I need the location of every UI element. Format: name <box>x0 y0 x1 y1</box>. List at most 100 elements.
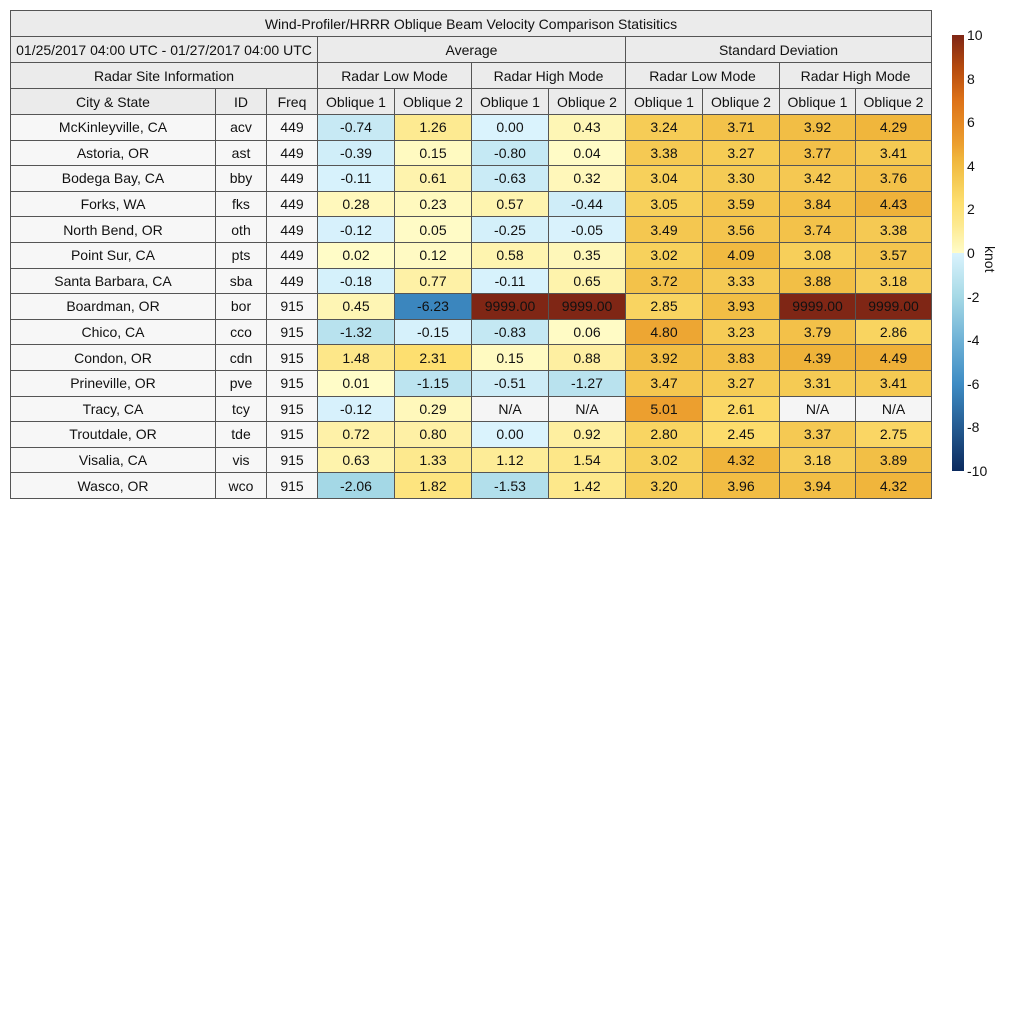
value-cell: 3.02 <box>625 446 703 474</box>
value-cell: 0.57 <box>471 190 549 218</box>
value-cell: 0.00 <box>471 421 549 448</box>
value-cell: 0.88 <box>548 344 626 371</box>
value-cell: 0.12 <box>394 241 472 269</box>
group-average: Average <box>317 36 626 63</box>
value-cell: 3.38 <box>625 139 703 167</box>
value-cell: 0.35 <box>548 241 626 269</box>
column-header: Oblique 1 <box>471 88 549 115</box>
value-cell: 0.92 <box>548 421 626 448</box>
site-id-cell: fks <box>215 190 267 218</box>
value-cell: 0.61 <box>394 165 472 192</box>
value-cell: 3.27 <box>702 139 780 167</box>
value-cell: 3.93 <box>702 293 780 320</box>
value-cell: 3.92 <box>779 114 856 141</box>
value-cell: 4.49 <box>855 344 932 371</box>
mode-header: Radar High Mode <box>779 62 932 89</box>
value-cell: N/A <box>779 395 856 423</box>
value-cell: 5.01 <box>625 395 703 423</box>
value-cell: 3.41 <box>855 139 932 167</box>
table-row: Santa Barbara, CA sba 449 -0.18 0.77 -0.11 0.6… <box>10 267 932 295</box>
value-cell: 3.33 <box>702 267 780 295</box>
site-freq-cell: 449 <box>266 216 318 243</box>
colorbar-tick-label: -4 <box>967 332 980 349</box>
colorbar <box>952 35 964 471</box>
value-cell: 2.75 <box>855 421 932 448</box>
value-cell: 3.76 <box>855 165 932 192</box>
value-cell: 4.43 <box>855 190 932 218</box>
column-header: Oblique 1 <box>625 88 703 115</box>
site-city-cell: Visalia, CA <box>10 446 216 474</box>
value-cell: 0.15 <box>394 139 472 167</box>
value-cell: 0.32 <box>548 165 626 192</box>
value-cell: 3.83 <box>702 344 780 371</box>
value-cell: 3.71 <box>702 114 780 141</box>
value-cell: 0.65 <box>548 267 626 295</box>
site-freq-cell: 449 <box>266 190 318 218</box>
value-cell: -0.51 <box>471 369 549 397</box>
value-cell: 3.23 <box>702 318 780 346</box>
value-cell: 3.47 <box>625 369 703 397</box>
value-cell: 1.82 <box>394 472 472 499</box>
value-cell: 0.72 <box>317 421 395 448</box>
value-cell: -0.18 <box>317 267 395 295</box>
value-cell: 1.12 <box>471 446 549 474</box>
statistics-table: Wind-Profiler/HRRR Oblique Beam Velocity… <box>10 10 932 499</box>
site-freq-cell: 449 <box>266 165 318 192</box>
site-city-cell: Wasco, OR <box>10 472 216 499</box>
site-freq-cell: 915 <box>266 369 318 397</box>
site-id-cell: pts <box>215 241 267 269</box>
site-id-cell: sba <box>215 267 267 295</box>
value-cell: 3.30 <box>702 165 780 192</box>
value-cell: 3.24 <box>625 114 703 141</box>
value-cell: 0.77 <box>394 267 472 295</box>
value-cell: 3.41 <box>855 369 932 397</box>
value-cell: 4.09 <box>702 241 780 269</box>
value-cell: 3.02 <box>625 241 703 269</box>
value-cell: 0.02 <box>317 241 395 269</box>
value-cell: 2.85 <box>625 293 703 320</box>
value-cell: N/A <box>855 395 932 423</box>
value-cell: 3.38 <box>855 216 932 243</box>
column-header: Oblique 1 <box>317 88 395 115</box>
value-cell: 3.88 <box>779 267 856 295</box>
column-header: Oblique 2 <box>702 88 780 115</box>
site-id-cell: cdn <box>215 344 267 371</box>
mode-header: Radar Low Mode <box>317 62 472 89</box>
table-row: Chico, CA cco 915 -1.32 -0.15 -0.83 0.06 4.80 3.… <box>10 318 932 346</box>
value-cell: 2.86 <box>855 318 932 346</box>
value-cell: 1.26 <box>394 114 472 141</box>
table-row: McKinleyville, CA acv 449 -0.74 1.26 0.00 0.43… <box>10 114 932 141</box>
column-header: Oblique 2 <box>394 88 472 115</box>
site-freq-cell: 915 <box>266 344 318 371</box>
value-cell: 3.20 <box>625 472 703 499</box>
column-header: City & State <box>10 88 216 115</box>
column-header: ID <box>215 88 267 115</box>
site-freq-cell: 915 <box>266 318 318 346</box>
value-cell: 0.05 <box>394 216 472 243</box>
table-row: Visalia, CA vis 915 0.63 1.33 1.12 1.54 3.02 4.3… <box>10 446 932 474</box>
site-id-cell: bor <box>215 293 267 320</box>
site-freq-cell: 915 <box>266 421 318 448</box>
value-cell: 3.49 <box>625 216 703 243</box>
value-cell: 0.00 <box>471 114 549 141</box>
value-cell: 0.43 <box>548 114 626 141</box>
site-id-cell: bby <box>215 165 267 192</box>
site-freq-cell: 915 <box>266 446 318 474</box>
value-cell: -0.80 <box>471 139 549 167</box>
value-cell: 2.45 <box>702 421 780 448</box>
value-cell: 2.31 <box>394 344 472 371</box>
value-cell: N/A <box>548 395 626 423</box>
value-cell: -0.11 <box>471 267 549 295</box>
value-cell: 1.42 <box>548 472 626 499</box>
column-header: Oblique 2 <box>855 88 932 115</box>
site-id-cell: vis <box>215 446 267 474</box>
site-city-cell: Troutdale, OR <box>10 421 216 448</box>
value-cell: -0.25 <box>471 216 549 243</box>
site-city-cell: Bodega Bay, CA <box>10 165 216 192</box>
site-city-cell: Santa Barbara, CA <box>10 267 216 295</box>
table-row: Bodega Bay, CA bby 449 -0.11 0.61 -0.63 0.32 3.… <box>10 165 932 192</box>
value-cell: -0.63 <box>471 165 549 192</box>
value-cell: 2.80 <box>625 421 703 448</box>
value-cell: 2.61 <box>702 395 780 423</box>
site-freq-cell: 449 <box>266 241 318 269</box>
